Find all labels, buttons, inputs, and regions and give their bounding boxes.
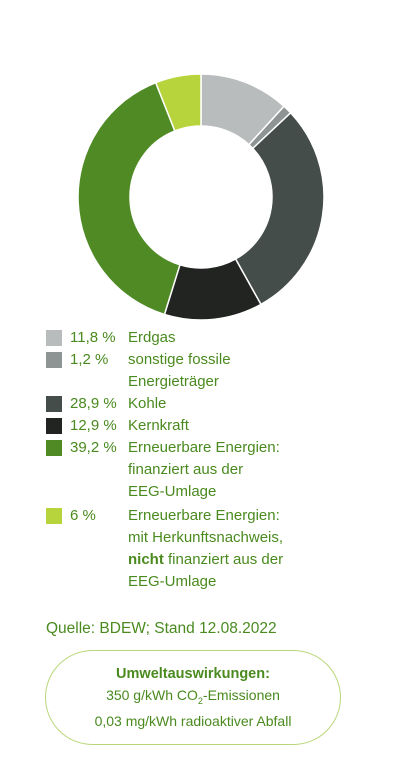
- legend-item-sonstige-fossile: 1,2 % sonstige fossile Energieträger: [46, 349, 386, 393]
- legend-label: Erneuerbare Energien: mit Herkunftsnachw…: [128, 507, 284, 590]
- legend-swatch-kohle: [46, 396, 62, 412]
- legend-item-kernkraft: 12,9 % Kernkraft: [46, 415, 386, 437]
- legend-swatch-sonstige: [46, 352, 62, 368]
- environment-impact-box: Umweltauswirkungen: 350 g/kWh CO2-Emissi…: [45, 650, 341, 745]
- legend-percent: 28,9 %: [70, 395, 117, 412]
- legend-item-erneuerbare-eeg: 39,2 % Erneuerbare Energien: finanziert …: [46, 437, 386, 503]
- legend-percent: 11,8 %: [70, 329, 116, 346]
- legend-item-erdgas: 11,8 % Erdgas: [46, 327, 386, 349]
- donut-slice-4: [78, 81, 181, 316]
- legend-label: sonstige fossile Energieträger: [128, 351, 231, 390]
- legend-swatch-erneuerbare-eeg: [46, 440, 62, 456]
- co2-emissions: 350 g/kWh CO2-Emissionen: [106, 687, 280, 706]
- environment-title: Umweltauswirkungen:: [116, 666, 270, 682]
- legend-item-kohle: 28,9 % Kohle: [46, 393, 386, 415]
- legend-percent: 6 %: [70, 507, 96, 524]
- legend-label: Kohle: [128, 395, 167, 412]
- radioactive-waste: 0,03 mg/kWh radioaktiver Abfall: [94, 712, 292, 729]
- legend-percent: 39,2 %: [70, 439, 117, 456]
- legend-label: Kernkraft: [128, 417, 189, 434]
- chart-legend: 11,8 % Erdgas 1,2 % sonstige fossile Ene…: [46, 327, 386, 593]
- legend-percent: 1,2 %: [70, 351, 109, 368]
- legend-item-erneuerbare-hkn: 6 % Erneuerbare Energien: mit Herkunftsn…: [46, 505, 386, 593]
- legend-swatch-kernkraft: [46, 418, 62, 434]
- donut-slice-2: [234, 111, 324, 306]
- donut-chart: [78, 74, 324, 320]
- legend-swatch-erneuerbare-hkn: [46, 508, 62, 524]
- legend-label: Erdgas: [128, 329, 176, 346]
- legend-swatch-erdgas: [46, 330, 62, 346]
- source-note: Quelle: BDEW; Stand 12.08.2022: [46, 620, 277, 637]
- legend-label: Erneuerbare Energien: finanziert aus der…: [128, 439, 280, 500]
- donut-slice-5: [154, 74, 202, 132]
- legend-percent: 12,9 %: [70, 417, 117, 434]
